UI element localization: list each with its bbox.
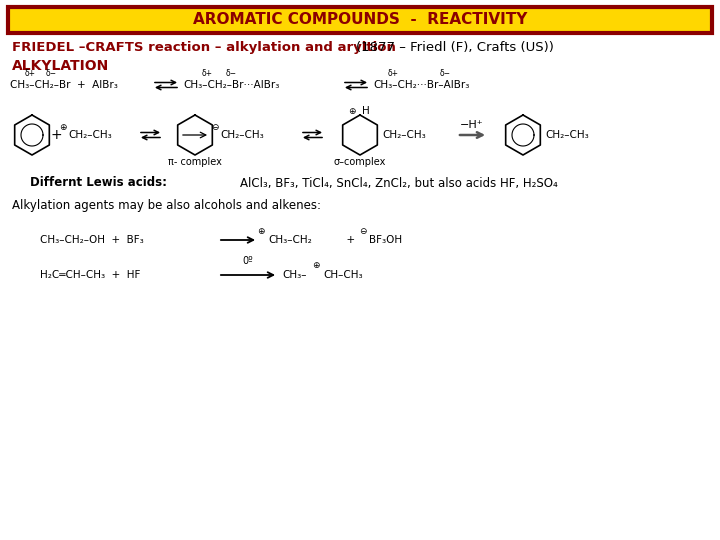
Text: FRIEDEL –CRAFTS reaction – alkylation and aryltion: FRIEDEL –CRAFTS reaction – alkylation an… bbox=[12, 42, 400, 55]
Text: CH₃–CH₂: CH₃–CH₂ bbox=[268, 235, 312, 245]
Text: CH₂–CH₃: CH₂–CH₃ bbox=[220, 130, 264, 140]
Text: 0º: 0º bbox=[243, 256, 253, 266]
Text: CH₃–CH₂···Br–AlBr₃: CH₃–CH₂···Br–AlBr₃ bbox=[373, 80, 469, 90]
Text: CH₃–: CH₃– bbox=[282, 270, 307, 280]
Text: ⊖: ⊖ bbox=[359, 226, 366, 235]
Text: H: H bbox=[362, 106, 370, 116]
Text: δ+: δ+ bbox=[387, 69, 398, 78]
Text: +: + bbox=[50, 128, 62, 142]
Text: −H⁺: −H⁺ bbox=[460, 120, 484, 130]
Text: ⊕: ⊕ bbox=[257, 226, 265, 235]
Text: Differnt Lewis acids:: Differnt Lewis acids: bbox=[30, 177, 167, 190]
Text: CH₂–CH₃: CH₂–CH₃ bbox=[382, 130, 426, 140]
Text: Alkylation agents may be also alcohols and alkenes:: Alkylation agents may be also alcohols a… bbox=[12, 199, 321, 212]
Text: δ+: δ+ bbox=[202, 69, 212, 78]
Bar bbox=[8, 7, 712, 33]
Text: (1877 – Friedl (F), Crafts (US)): (1877 – Friedl (F), Crafts (US)) bbox=[356, 42, 554, 55]
Text: CH₂–CH₃: CH₂–CH₃ bbox=[68, 130, 112, 140]
Text: δ−: δ− bbox=[225, 69, 236, 78]
Text: CH–CH₃: CH–CH₃ bbox=[323, 270, 363, 280]
Text: CH₂–CH₃: CH₂–CH₃ bbox=[545, 130, 589, 140]
Text: +: + bbox=[340, 235, 361, 245]
Text: CH₃–CH₂–Br  +  AlBr₃: CH₃–CH₂–Br + AlBr₃ bbox=[10, 80, 118, 90]
Text: π- complex: π- complex bbox=[168, 157, 222, 167]
Text: AROMATIC COMPOUNDS  -  REACTIVITY: AROMATIC COMPOUNDS - REACTIVITY bbox=[193, 12, 527, 28]
Text: BF₃OH: BF₃OH bbox=[369, 235, 402, 245]
Text: δ−: δ− bbox=[439, 69, 451, 78]
Text: ALKYLATION: ALKYLATION bbox=[12, 59, 109, 73]
Text: ⊕: ⊕ bbox=[348, 106, 356, 116]
Text: ⊕: ⊕ bbox=[312, 261, 320, 271]
Text: σ–complex: σ–complex bbox=[334, 157, 386, 167]
Text: ⊖: ⊖ bbox=[211, 123, 219, 132]
Text: AlCl₃, BF₃, TiCl₄, SnCl₄, ZnCl₂, but also acids HF, H₂SO₄: AlCl₃, BF₃, TiCl₄, SnCl₄, ZnCl₂, but als… bbox=[240, 177, 558, 190]
Text: δ+: δ+ bbox=[24, 69, 35, 78]
Text: CH₃–CH₂–Br···AlBr₃: CH₃–CH₂–Br···AlBr₃ bbox=[183, 80, 279, 90]
Text: ⊕: ⊕ bbox=[59, 123, 67, 132]
Text: H₂C═CH–CH₃  +  HF: H₂C═CH–CH₃ + HF bbox=[40, 270, 140, 280]
Text: CH₃–CH₂–OH  +  BF₃: CH₃–CH₂–OH + BF₃ bbox=[40, 235, 144, 245]
Text: δ−: δ− bbox=[45, 69, 56, 78]
